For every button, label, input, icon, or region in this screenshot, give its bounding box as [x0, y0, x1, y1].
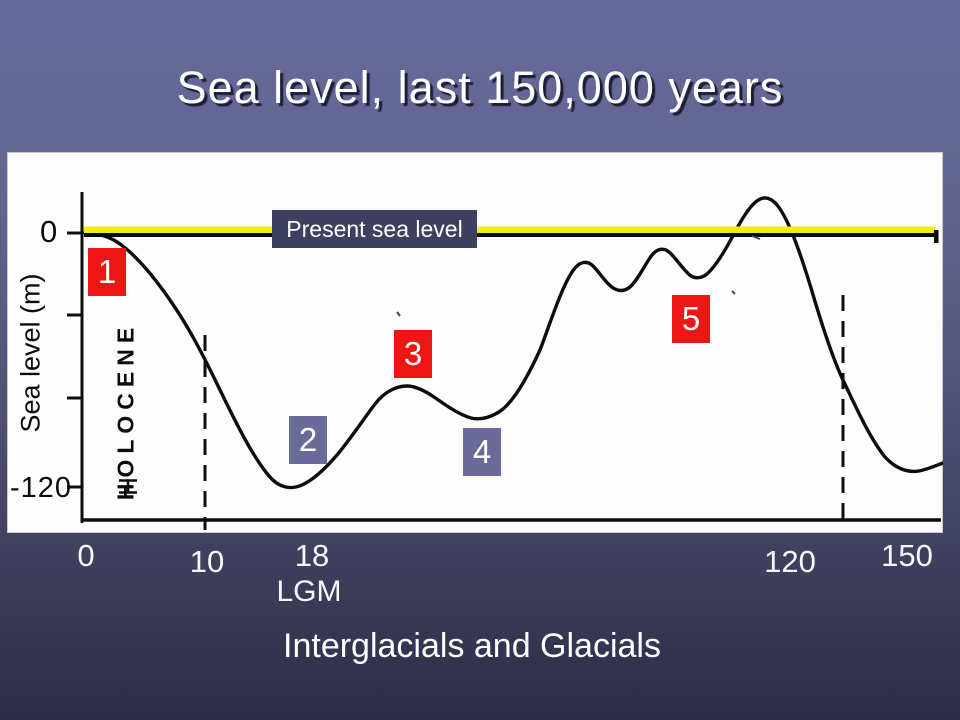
marker-5: 5	[672, 295, 710, 343]
y-tick-label-minus120: -120	[10, 472, 73, 504]
slide-caption: Interglacials and Glacials	[283, 627, 661, 665]
x-tick-label-0: 0	[77, 538, 95, 573]
present-sea-level-label: Present sea level	[272, 210, 477, 248]
scan-speck	[396, 235, 761, 317]
error-bar-icon	[119, 479, 137, 494]
x-tick-label-10: 10	[189, 544, 225, 579]
x-tick-label-18: 18	[294, 538, 330, 573]
holocene-label: HOLOCENE	[112, 321, 139, 501]
sea-level-chart: 0 -120 Sea level (m) HOLOCENE Present se…	[7, 152, 943, 533]
marker-2: 2	[289, 416, 327, 464]
marker-1: 1	[88, 248, 126, 296]
marker-4: 4	[463, 428, 501, 476]
y-axis-label: Sea level (m)	[15, 273, 46, 433]
slide-title: Sea level, last 150,000 years	[176, 62, 784, 113]
chart-canvas	[67, 192, 943, 530]
present-sea-level-line	[84, 226, 939, 243]
lgm-label: LGM	[276, 575, 342, 608]
sea-level-curve	[83, 196, 943, 490]
marker-3: 3	[394, 330, 432, 378]
x-tick-label-150: 150	[881, 538, 933, 573]
y-tick-label-0: 0	[40, 214, 58, 249]
x-tick-label-120: 120	[764, 544, 816, 579]
